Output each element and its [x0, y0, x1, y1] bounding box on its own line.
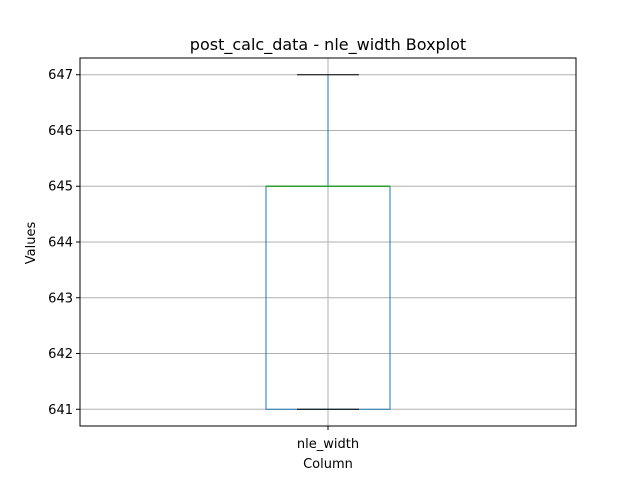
- y-tick-label: 641: [48, 403, 73, 418]
- chart-title: post_calc_data - nle_width Boxplot: [190, 35, 466, 55]
- y-tick-label: 645: [48, 180, 73, 195]
- y-tick-label: 647: [48, 68, 73, 83]
- y-tick-label: 644: [48, 236, 73, 251]
- y-tick-label: 642: [48, 347, 73, 362]
- box-layer: [265, 74, 391, 410]
- x-tick-label: nle_width: [297, 437, 359, 452]
- y-tick-label: 646: [48, 124, 73, 139]
- x-axis-ticks: nle_width: [297, 426, 359, 452]
- y-axis-ticks: 641 642 643 644 645 646 647: [48, 68, 80, 418]
- y-axis-label: Values: [24, 222, 39, 265]
- y-tick-label: 643: [48, 291, 73, 306]
- x-axis-label: Column: [303, 457, 353, 472]
